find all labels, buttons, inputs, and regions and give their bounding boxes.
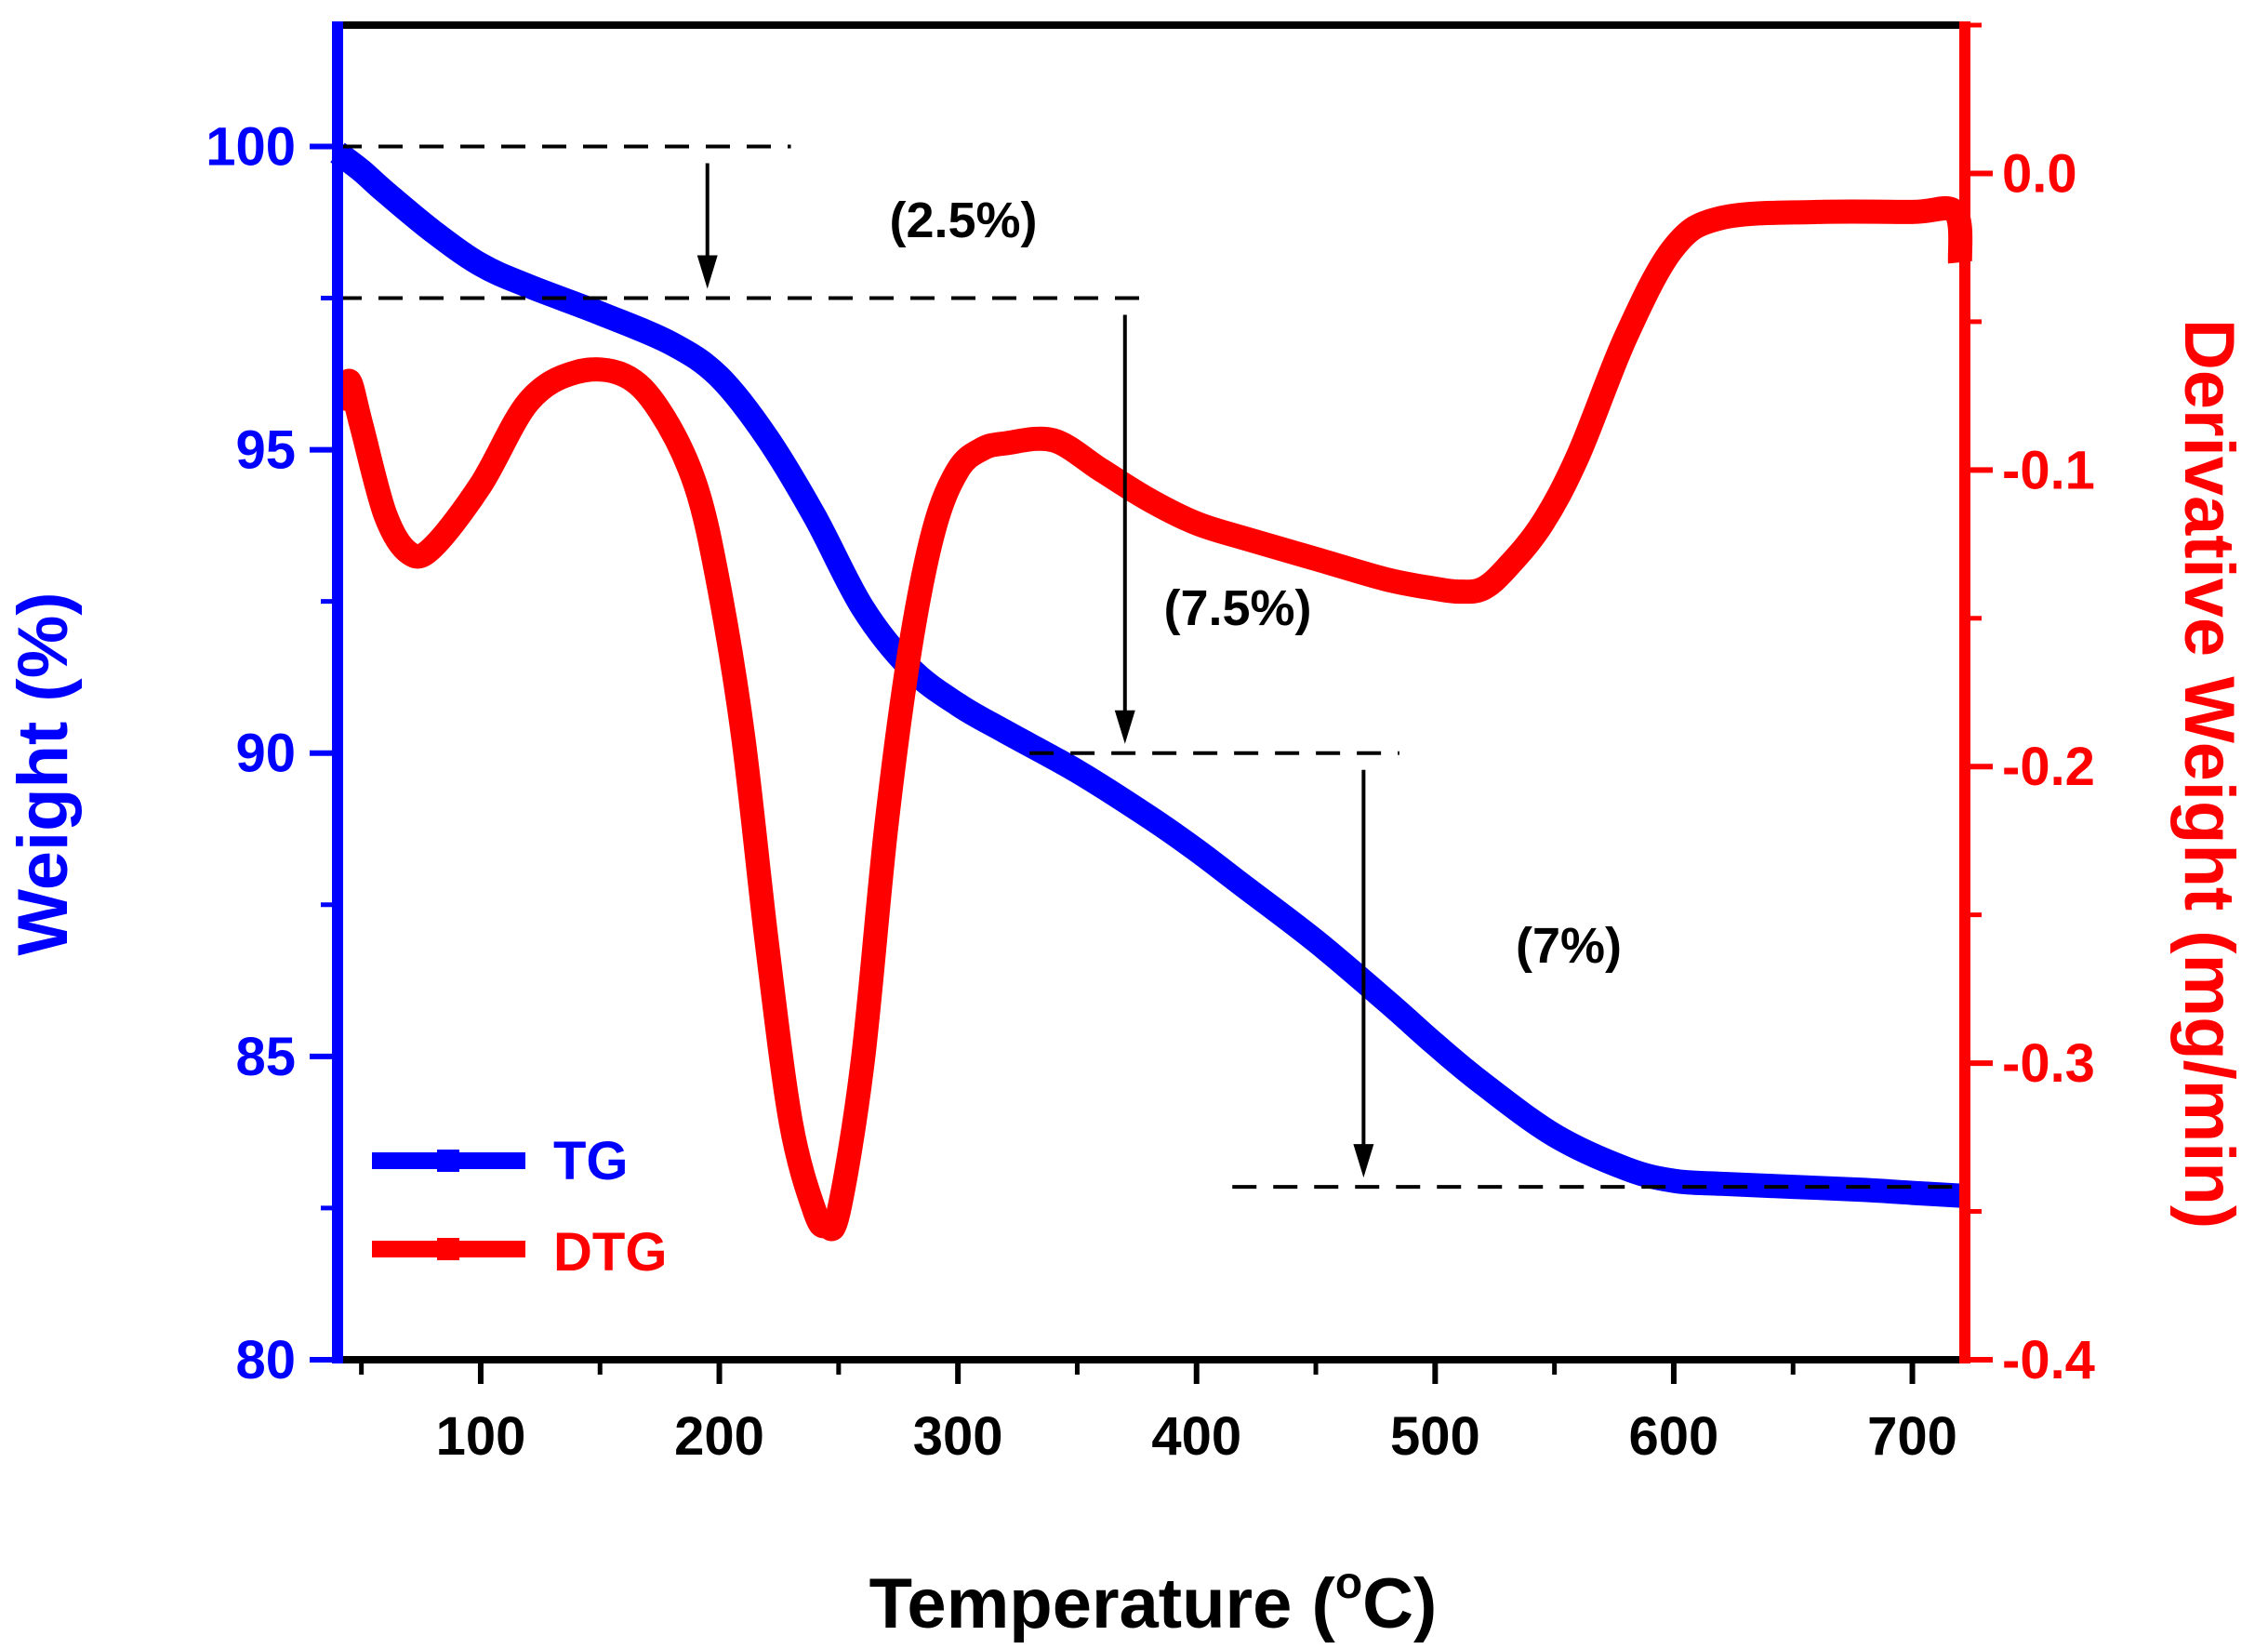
- y-right-tick-label-2: -0.2: [2002, 737, 2095, 797]
- y-right-tick-label-3: -0.1: [2002, 440, 2095, 500]
- x-axis-title: Temperature (oC): [869, 1559, 1438, 1643]
- y-left-tick-label-90: 90: [235, 724, 296, 784]
- x-tick-label-400: 400: [1151, 1406, 1241, 1467]
- axes-layer: 100 200 300 400 500 600 700 80 85 90 95 100 -0.4 -0.3…: [206, 21, 2095, 1467]
- legend: TG DTG: [372, 1131, 667, 1283]
- series-line-dtg: [332, 195, 1973, 1242]
- y-right-tick-label-1: -0.3: [2002, 1033, 2095, 1094]
- annotation-arrow-head-2: [1114, 710, 1135, 744]
- y-left-title: Weight (%): [4, 592, 83, 955]
- x-tick-label-200: 200: [674, 1406, 764, 1467]
- x-axis-title-unit: C): [1362, 1564, 1437, 1643]
- axis-titles: Weight (%) Derivative Weight (mg/min) Te…: [4, 319, 2248, 1643]
- annotation-label-1: (2.5%): [889, 193, 1037, 248]
- x-axis-title-degree: o: [1335, 1559, 1362, 1608]
- x-tick-label-600: 600: [1629, 1406, 1719, 1467]
- y-left-tick-label-85: 85: [235, 1027, 296, 1087]
- y-right-tick-label-4: 0.0: [2002, 143, 2077, 204]
- legend-tg-marker: [437, 1150, 459, 1172]
- x-tick-label-500: 500: [1390, 1406, 1480, 1467]
- series-line-tg: [330, 142, 1966, 1208]
- annotation-layer: (2.5%) (7.5%) (7%): [338, 144, 1965, 1190]
- x-axis-title-main: Temperature (: [869, 1564, 1336, 1643]
- y-left-tick-label-100: 100: [206, 116, 296, 177]
- y-left-tick-label-95: 95: [235, 420, 296, 481]
- y-right-title: Derivative Weight (mg/min): [2169, 319, 2248, 1229]
- x-tick-label-100: 100: [436, 1406, 526, 1467]
- annotation-label-2: (7.5%): [1163, 580, 1311, 636]
- y-right-tick-label-0: -0.4: [2002, 1330, 2095, 1390]
- annotation-label-3: (7%): [1516, 918, 1622, 974]
- y-left-tick-label-80: 80: [235, 1330, 296, 1390]
- x-tick-label-300: 300: [913, 1406, 1003, 1467]
- legend-tg-label: TG: [553, 1131, 629, 1191]
- annotation-arrow-head-3: [1353, 1144, 1374, 1178]
- annotation-arrow-head-1: [696, 255, 718, 289]
- x-tick-label-700: 700: [1867, 1406, 1957, 1467]
- legend-dtg-label: DTG: [553, 1222, 667, 1283]
- legend-dtg-marker: [437, 1238, 459, 1260]
- series-layer: [330, 142, 1973, 1242]
